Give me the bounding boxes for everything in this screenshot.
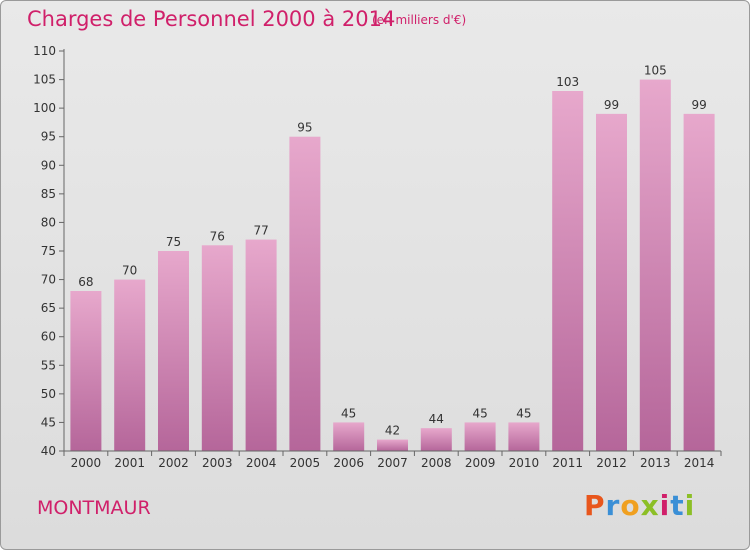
x-tick-label: 2012 xyxy=(596,456,627,470)
bar xyxy=(639,79,671,452)
y-tick-label: 60 xyxy=(41,330,56,344)
logo-letter: i xyxy=(659,489,671,522)
y-tick-label: 50 xyxy=(41,387,56,401)
data-label: 75 xyxy=(166,235,181,249)
labels-group: 2000 68 2001 70 2002 75 2003 76 2004 77 2005 95 2006… xyxy=(71,64,715,470)
logo-letter: r xyxy=(605,489,621,522)
bar xyxy=(245,239,277,451)
proxiti-logo[interactable]: Proxiti xyxy=(584,489,695,522)
bar xyxy=(420,428,452,451)
y-tick-label: 45 xyxy=(41,415,56,429)
x-tick-label: 2003 xyxy=(202,456,233,470)
y-tick-label: 90 xyxy=(41,158,56,172)
y-tick-label: 85 xyxy=(41,187,56,201)
bar xyxy=(552,91,584,451)
y-tick-label: 65 xyxy=(41,301,56,315)
data-label: 45 xyxy=(516,406,531,420)
logo-letter: t xyxy=(670,489,685,522)
data-label: 45 xyxy=(472,406,487,420)
x-tick-label: 2007 xyxy=(377,456,408,470)
x-tick-label: 2008 xyxy=(421,456,452,470)
bar xyxy=(464,422,496,451)
y-tick-label: 110 xyxy=(33,44,56,58)
y-tick-label: 75 xyxy=(41,244,56,258)
x-tick-label: 2009 xyxy=(465,456,496,470)
chart-title: Charges de Personnel 2000 à 2014 xyxy=(27,7,396,31)
data-label: 103 xyxy=(556,75,579,89)
logo-letter: P xyxy=(584,489,606,522)
logo-letter: x xyxy=(640,489,660,522)
logo-letter: o xyxy=(620,489,641,522)
data-label: 68 xyxy=(78,275,93,289)
x-tick-label: 2002 xyxy=(158,456,189,470)
data-label: 76 xyxy=(210,229,225,243)
data-label: 99 xyxy=(604,98,619,112)
y-tick-label: 80 xyxy=(41,215,56,229)
data-label: 105 xyxy=(644,64,667,78)
data-label: 44 xyxy=(429,412,444,426)
y-tick-label: 105 xyxy=(33,73,56,87)
x-tick-label: 2004 xyxy=(246,456,277,470)
data-label: 45 xyxy=(341,406,356,420)
bars-group xyxy=(70,79,715,452)
x-tick-label: 2010 xyxy=(509,456,540,470)
chart-subtitle: (en milliers d'€) xyxy=(372,13,467,27)
y-tick-label: 55 xyxy=(41,358,56,372)
bar xyxy=(70,291,102,451)
x-tick-label: 2014 xyxy=(684,456,715,470)
bar xyxy=(683,113,715,451)
data-label: 95 xyxy=(297,121,312,135)
bar xyxy=(377,439,408,451)
bar xyxy=(201,245,233,451)
place-name: MONTMAUR xyxy=(37,497,151,519)
y-tick-label: 100 xyxy=(33,101,56,115)
x-tick-label: 2013 xyxy=(640,456,671,470)
logo-letter: i xyxy=(684,489,696,522)
x-tick-label: 2000 xyxy=(71,456,102,470)
y-tick-label: 70 xyxy=(41,273,56,287)
y-tick-label: 40 xyxy=(41,444,56,458)
bar xyxy=(508,422,540,451)
x-tick-label: 2011 xyxy=(552,456,583,470)
data-label: 70 xyxy=(122,264,137,278)
x-tick-label: 2001 xyxy=(114,456,145,470)
x-tick-label: 2005 xyxy=(290,456,321,470)
data-label: 99 xyxy=(691,98,706,112)
data-label: 77 xyxy=(253,224,268,238)
axes-group: 40 45 50 55 60 65 70 75 80 85 90 95 100 105 110 xyxy=(33,44,722,458)
bar xyxy=(114,279,146,451)
bar xyxy=(289,136,321,451)
bar xyxy=(333,422,365,451)
bar xyxy=(596,113,627,451)
x-tick-label: 2006 xyxy=(333,456,364,470)
bar xyxy=(158,251,189,451)
y-tick-label: 95 xyxy=(41,130,56,144)
data-label: 42 xyxy=(385,424,400,438)
